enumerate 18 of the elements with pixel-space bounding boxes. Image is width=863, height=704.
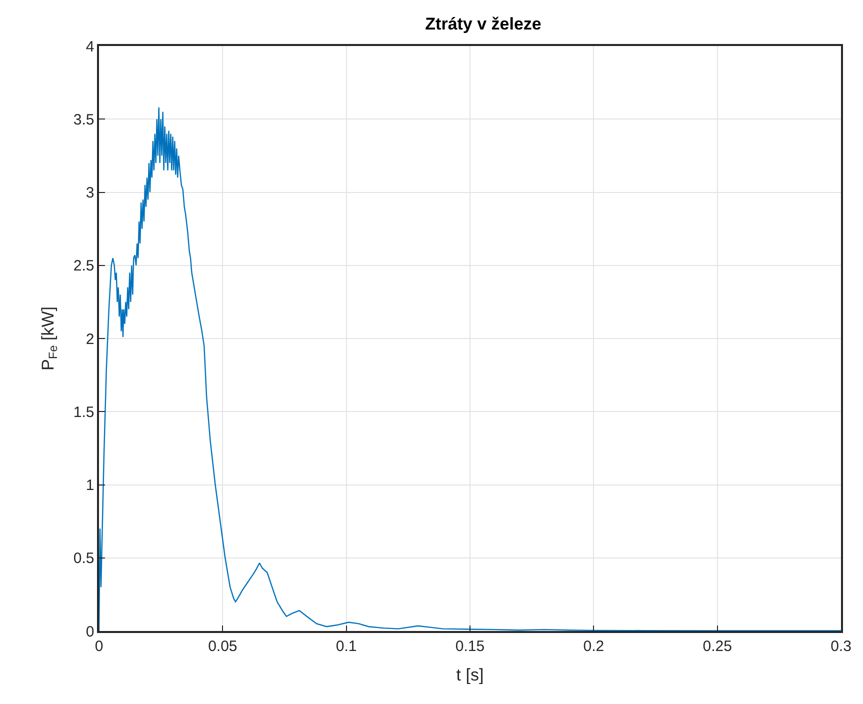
y-tick-label: 1 [86,477,94,494]
x-tick-label: 0.1 [336,638,357,655]
y-tick-label: 0.5 [73,550,94,568]
x-tick-label: 0.25 [702,638,732,655]
line-series [99,106,841,631]
y-tick-label: 1.5 [73,404,94,421]
x-tick-label: 0.15 [455,638,485,655]
x-axis-title: t [s] [456,666,484,685]
y-tick-label: 4 [86,38,94,56]
y-tick-label: 3 [86,184,94,202]
y-tick-label: 2 [86,330,94,348]
y-tick-label: 0 [86,623,94,640]
x-tick-label: 0.3 [830,638,852,655]
x-tick-label: 0.05 [208,638,238,655]
y-tick-label: 2.5 [73,258,94,275]
x-tick-label: 0.2 [583,638,604,655]
chart-title: Ztráty v železe [425,14,542,34]
y-tick-label: 3.5 [73,111,94,128]
